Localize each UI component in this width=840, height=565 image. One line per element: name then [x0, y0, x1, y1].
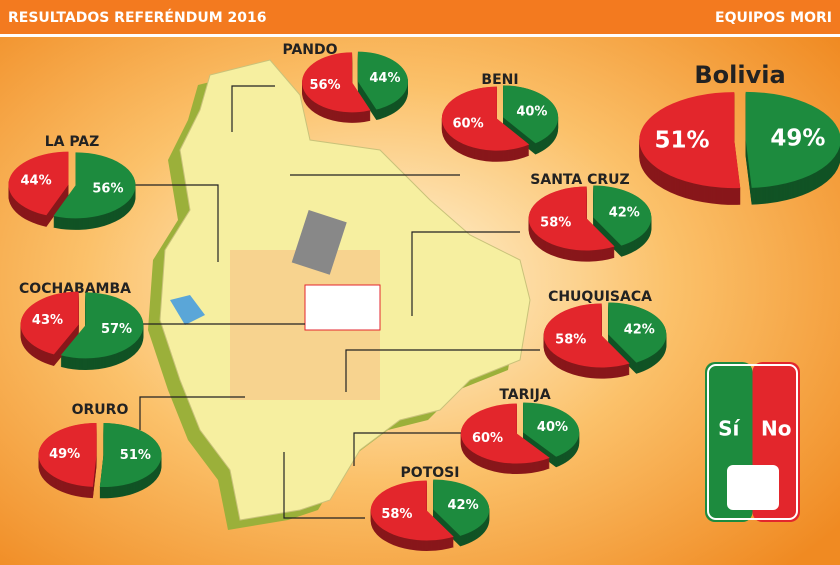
- value-label: 56%: [92, 181, 123, 196]
- leader: [411, 231, 520, 316]
- pie-slice: [608, 302, 667, 363]
- legend: Sí No: [705, 362, 800, 522]
- pie-slice: [38, 422, 97, 487]
- value-label: 49%: [770, 126, 825, 152]
- value-label: 60%: [472, 431, 503, 446]
- pie-slice: [503, 85, 559, 144]
- pie-slice: [53, 152, 136, 219]
- pie-slice: [99, 423, 162, 488]
- pie-slice: [543, 303, 630, 368]
- pie-slice: [441, 86, 530, 151]
- pie-title: LA PAZ: [45, 134, 100, 150]
- pie-title: POTOSI: [401, 465, 460, 481]
- pie-title: TARIJA: [499, 387, 550, 403]
- pie-slice: [302, 52, 371, 113]
- value-label: 49%: [49, 447, 80, 462]
- pie-slice: [8, 151, 69, 216]
- leader: [353, 432, 466, 466]
- header-rule: [0, 34, 840, 37]
- pie-slice: [528, 186, 615, 251]
- pie-slice: [20, 291, 79, 355]
- value-label: 58%: [381, 507, 412, 522]
- value-label: 43%: [32, 313, 63, 328]
- leader: [231, 85, 275, 132]
- lake: [170, 295, 205, 325]
- value-label: 51%: [120, 448, 151, 463]
- leader: [283, 452, 365, 519]
- pie-title: ORURO: [72, 402, 129, 418]
- pie-slice: [593, 185, 652, 246]
- header-title: RESULTADOS REFERÉNDUM 2016: [8, 9, 266, 26]
- value-label: 42%: [448, 498, 479, 513]
- pie-title: BENI: [481, 72, 518, 88]
- value-label: 44%: [20, 174, 51, 189]
- pie-title: PANDO: [282, 42, 337, 58]
- value-label: 40%: [537, 420, 568, 435]
- leader: [139, 396, 245, 430]
- pie-slice: [523, 402, 580, 457]
- pie-slice: [433, 479, 490, 536]
- pie-slice: [357, 51, 408, 110]
- value-label: 60%: [453, 117, 484, 132]
- pie-title: CHUQUISACA: [548, 289, 652, 305]
- value-label: 51%: [655, 127, 710, 153]
- ballot: [291, 210, 347, 275]
- pie-title: SANTA CRUZ: [530, 172, 629, 188]
- legend-label: Sí: [718, 417, 740, 441]
- value-label: 58%: [540, 215, 571, 230]
- value-label: 40%: [516, 104, 547, 119]
- legend-box: [727, 465, 779, 510]
- pie-slice: [60, 292, 144, 359]
- pie-slice: [745, 91, 840, 188]
- leader: [135, 184, 219, 262]
- pie-slice: [639, 92, 741, 189]
- legend-label: No: [761, 417, 791, 441]
- header-credit: EQUIPOS MORI: [715, 10, 832, 26]
- leader-lines: [135, 85, 540, 519]
- value-label: 42%: [624, 323, 655, 338]
- value-label: 44%: [369, 71, 400, 86]
- map: [148, 59, 531, 530]
- header-bar: [0, 0, 840, 34]
- pie-slice: [370, 480, 454, 541]
- ballot-logo: [304, 284, 381, 331]
- leader: [345, 349, 540, 392]
- pie-title: COCHABAMBA: [19, 281, 131, 297]
- pie-slice: [460, 403, 550, 464]
- value-label: 56%: [309, 78, 340, 93]
- value-label: 42%: [609, 206, 640, 221]
- value-label: 58%: [555, 332, 586, 347]
- pie-title: Bolivia: [694, 61, 785, 89]
- value-label: 57%: [101, 322, 132, 337]
- legend-frame: [707, 364, 798, 520]
